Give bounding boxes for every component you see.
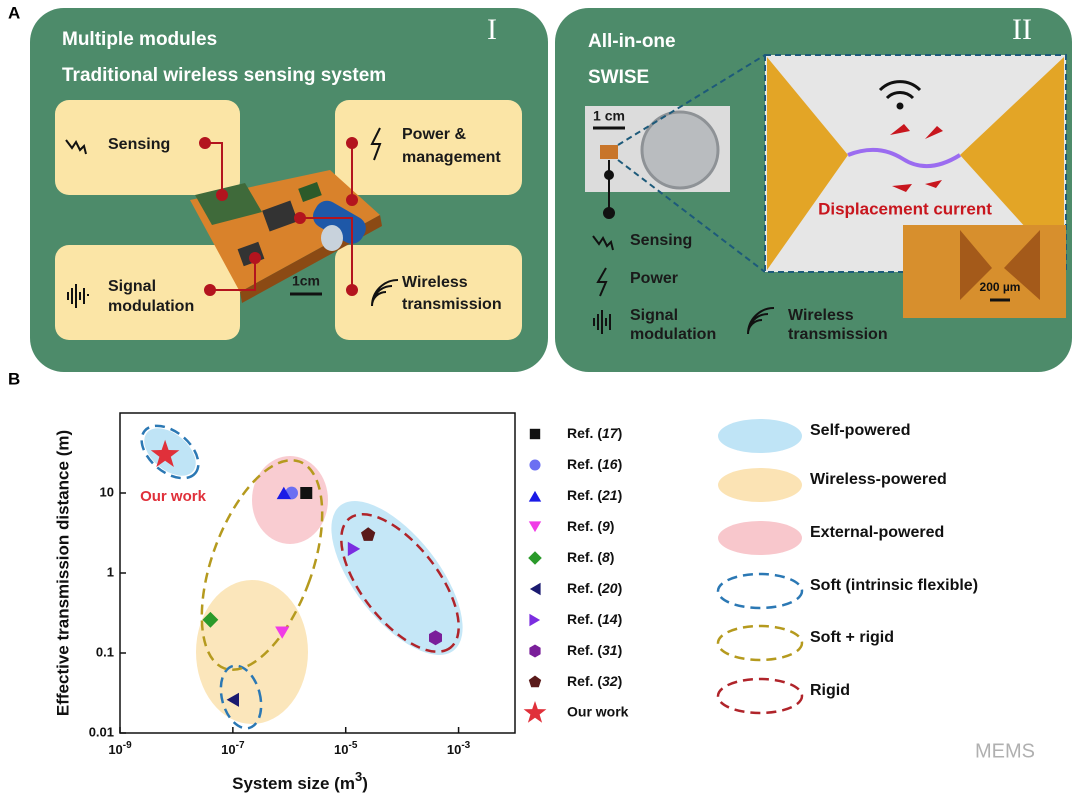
point — [347, 541, 361, 557]
panel-label: B — [8, 369, 20, 388]
region-legend-label: Self-powered — [810, 422, 910, 439]
y-tick-label: 0.1 — [96, 644, 114, 659]
legend-marker — [529, 613, 541, 627]
module-boxes — [55, 100, 522, 340]
panel-numeral: II — [1012, 13, 1032, 46]
region-legend-swatch — [718, 419, 802, 453]
point — [429, 630, 442, 646]
module-label: transmission — [402, 296, 502, 313]
legend-label: Ref. (8) — [567, 549, 614, 565]
x-tick-label: 10-7 — [221, 740, 245, 758]
heading: Multiple modules — [62, 29, 217, 50]
point — [361, 527, 376, 541]
legend-marker — [529, 428, 541, 440]
scale-label: 1 cm — [593, 108, 625, 124]
legend-marker — [528, 551, 542, 565]
heading: All-in-one — [588, 31, 676, 52]
legend-marker — [529, 582, 541, 596]
module-label: Power & — [402, 126, 466, 143]
region-legend-swatch — [718, 468, 802, 502]
legend-label: Our work — [567, 704, 629, 720]
heading: Traditional wireless sensing system — [62, 65, 386, 86]
point — [150, 439, 180, 467]
function-label: Power — [630, 270, 678, 287]
point — [276, 486, 291, 500]
y-tick-label: 0.01 — [89, 724, 114, 739]
point — [202, 611, 219, 628]
x-tick-label: 10-3 — [447, 740, 471, 758]
module-label: Signal — [108, 278, 156, 295]
module-label: Sensing — [108, 136, 170, 153]
region-legend-swatch — [718, 521, 802, 555]
legend-label: Ref. (17) — [567, 425, 622, 441]
module-label: management — [402, 149, 501, 166]
scale-label: 200 µm — [980, 280, 1021, 294]
legend-label: Ref. (20) — [567, 580, 622, 596]
annotation: Displacement current — [818, 199, 992, 218]
region-legend-swatch — [716, 677, 804, 715]
legend-marker — [528, 521, 542, 533]
circuit-board — [190, 170, 382, 303]
legend-marker — [523, 701, 547, 723]
point — [275, 626, 290, 639]
region-legend-swatch — [716, 624, 804, 662]
regions — [140, 424, 463, 730]
y-tick-label: 1 — [107, 564, 114, 579]
y-axis-label: Effective transmission distance (m) — [53, 430, 72, 716]
legend-label: Ref. (21) — [567, 487, 622, 503]
device-photo — [585, 106, 730, 192]
function-label: transmission — [788, 326, 888, 343]
region-legend-label: Wireless-powered — [810, 471, 947, 488]
function-label: Wireless — [788, 307, 854, 324]
scale-label: 1cm — [292, 273, 320, 289]
region-legend-swatch — [716, 572, 804, 610]
module-label: modulation — [108, 298, 194, 315]
legend-marker — [529, 459, 541, 471]
region-legend-label: External-powered — [810, 524, 944, 541]
legend-label: Ref. (31) — [567, 642, 622, 658]
connectors — [199, 137, 358, 296]
x-tick-label: 10-5 — [334, 740, 358, 758]
legend-marker — [528, 675, 542, 688]
legend-label: Ref. (16) — [567, 456, 622, 472]
x-tick-label: 10-9 — [108, 740, 132, 758]
function-label: Signal — [630, 307, 678, 324]
function-label: Sensing — [630, 232, 692, 249]
heading: SWISE — [588, 67, 649, 88]
legend-label: Ref. (14) — [567, 611, 622, 627]
function-label: modulation — [630, 326, 716, 343]
connector — [603, 160, 615, 219]
region-legend-label: Soft (intrinsic flexible) — [810, 577, 978, 594]
x-axis-label: System size (m3) — [232, 769, 368, 793]
point — [226, 692, 239, 707]
legend-label: Ref. (32) — [567, 673, 622, 689]
icons — [592, 235, 775, 335]
y-tick-label: 10 — [100, 484, 114, 499]
legend-marker — [528, 490, 542, 502]
region-legend-label: Rigid — [810, 682, 850, 699]
annotation: Our work — [140, 488, 207, 505]
antenna-image — [767, 57, 1066, 318]
module-label: Wireless — [402, 274, 468, 291]
panel-numeral: I — [487, 13, 497, 46]
icons — [65, 127, 399, 308]
legend-marker — [529, 644, 541, 658]
legend-label: Ref. (9) — [567, 518, 614, 534]
watermark: MEMS — [975, 740, 1035, 762]
region-legend-label: Soft + rigid — [810, 629, 894, 646]
point — [300, 487, 313, 499]
panel-label: A — [8, 3, 20, 22]
